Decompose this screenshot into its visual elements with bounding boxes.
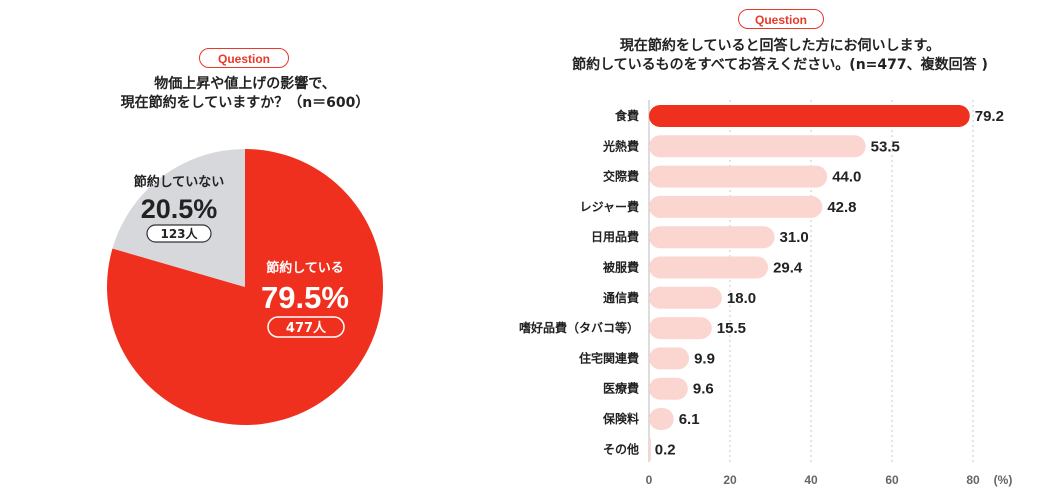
bar-category-label: 医療費	[603, 381, 639, 396]
right-question-line2: 節約しているものをすべてお答えください。(n=477、複数回答 )	[572, 57, 988, 73]
bar-category-label: 食費	[614, 108, 639, 123]
bar-value-label: 53.5	[871, 138, 900, 155]
bar-value-label: 79.2	[975, 108, 1004, 125]
bar	[649, 256, 769, 279]
bar	[649, 408, 674, 430]
x-tick-40: 40	[804, 473, 818, 487]
bar-category-label: 嗜好品費（タバコ等）	[519, 320, 639, 335]
bar-category-label: 交際費	[603, 169, 639, 184]
bar-category-label: 被服費	[603, 260, 639, 275]
bar	[649, 317, 712, 340]
bar-category-label: 通信費	[603, 290, 639, 305]
x-tick-80: 80	[966, 473, 980, 487]
right-question-badge: Question	[738, 9, 824, 29]
bar	[649, 438, 651, 461]
pie-count-not-saving: 123人	[160, 226, 198, 241]
bar-category-label: 光熱費	[602, 138, 639, 153]
bar	[649, 105, 970, 127]
bar	[649, 377, 688, 400]
bar	[649, 226, 775, 249]
bar-category-label: その他	[603, 441, 639, 456]
pie-label-saving: 節約している	[266, 260, 344, 276]
pie-percent-not-saving: 20.5%	[141, 194, 218, 224]
pie-label-not-saving: 節約していない	[134, 174, 225, 190]
bar-value-label: 44.0	[832, 169, 861, 186]
bar-value-label: 15.5	[717, 320, 746, 337]
pie-count-saving: 477人	[286, 320, 327, 336]
pie-slice-2	[112, 149, 246, 287]
x-tick-20: 20	[723, 473, 737, 487]
bar-category-label: レジャー費	[580, 199, 639, 214]
bar-value-label: 29.4	[773, 260, 803, 277]
left-question-line1: 物価上昇や値上げの影響で、	[154, 76, 336, 92]
bar-value-label: 0.2	[655, 441, 676, 458]
bar-value-label: 42.8	[827, 199, 856, 216]
bar	[649, 165, 828, 188]
bar	[649, 347, 690, 370]
x-tick-60: 60	[885, 473, 899, 487]
bar	[649, 286, 722, 309]
pie-percent-saving: 79.5%	[261, 280, 349, 315]
right-question-line1: 現在節約をしていると回答した方にお伺いします。	[619, 38, 941, 54]
bar-category-label: 住宅関連費	[579, 350, 639, 365]
x-tick-0: 0	[646, 473, 653, 487]
bar-value-label: 18.0	[727, 290, 756, 307]
right-question-text: 現在節約をしていると回答した方にお伺いします。 節約しているものをすべてお答えく…	[530, 37, 1030, 75]
bar-category-label: 保険料	[602, 411, 639, 426]
bar-value-label: 9.6	[693, 381, 714, 398]
bar-value-label: 9.9	[694, 350, 715, 367]
bar-value-label: 6.1	[679, 411, 700, 428]
pie-count-pill-not-saving	[146, 224, 212, 243]
left-question-badge: Question	[199, 48, 289, 68]
left-question-text: 物価上昇や値上げの影響で、 現在節約をしていますか？（n＝600）	[70, 75, 420, 113]
pie-count-pill-saving	[267, 316, 345, 338]
bar-category-label: 日用品費	[591, 229, 639, 244]
left-question-line2: 現在節約をしていますか？（n＝600）	[120, 95, 370, 111]
bar	[649, 135, 866, 158]
x-axis-unit: (%)	[994, 473, 1013, 487]
bar	[649, 195, 823, 218]
bar-value-label: 31.0	[780, 229, 809, 246]
